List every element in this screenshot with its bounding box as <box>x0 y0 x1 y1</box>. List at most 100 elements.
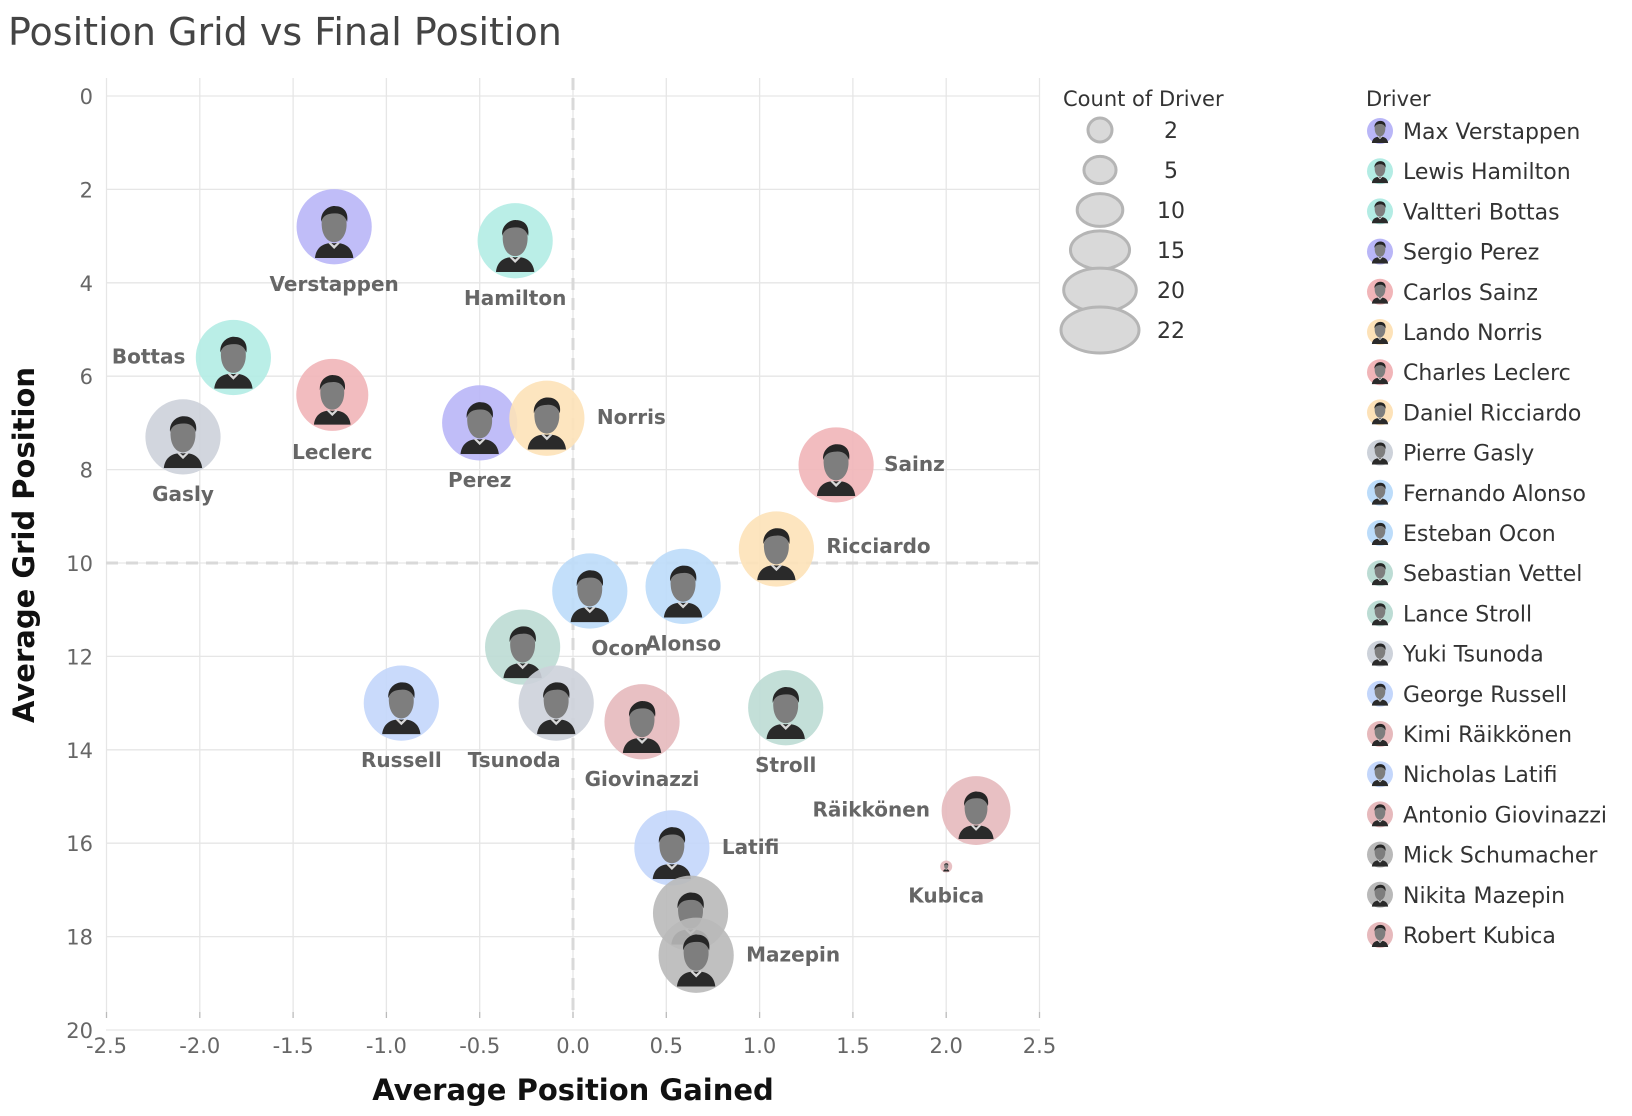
point-label: Alonso <box>645 631 721 655</box>
y-tick-label: 2 <box>80 178 93 202</box>
grid-lines <box>105 78 1041 1031</box>
point-label: Tsunoda <box>468 748 561 772</box>
driver-legend-label: Robert Kubica <box>1403 924 1556 949</box>
driver-legend-item: Esteban Ocon <box>1367 520 1556 547</box>
point-carlos-sainz <box>798 427 874 503</box>
driver-legend-item: Antonio Giovinazzi <box>1367 801 1607 828</box>
driver-legend-item: Sergio Perez <box>1367 238 1539 266</box>
driver-legend-label: Carlos Sainz <box>1403 281 1538 306</box>
driver-legend-label: Lando Norris <box>1403 321 1542 346</box>
x-tick-label: -1.0 <box>366 1034 407 1058</box>
point-label: Räikkönen <box>812 798 930 822</box>
y-tick-label: 20 <box>66 1019 93 1043</box>
driver-legend-item: Robert Kubica <box>1367 922 1556 949</box>
point-label: Verstappen <box>270 272 399 296</box>
driver-legend-label: Kimi Räikkönen <box>1403 723 1572 748</box>
point-label: Leclerc <box>292 440 372 464</box>
point-label: Norris <box>597 405 666 429</box>
point-label: Ricciardo <box>826 534 930 558</box>
driver-legend-label: Lewis Hamilton <box>1403 160 1571 185</box>
x-tick-label: 0.0 <box>556 1034 589 1058</box>
driver-legend-item: Fernando Alonso <box>1367 479 1586 507</box>
page-title: Position Grid vs Final Position <box>8 10 562 54</box>
size-legend: Count of Driver 2 5 10 15 20 22 <box>1059 87 1224 355</box>
point-label: Giovinazzi <box>585 767 700 791</box>
size-legend-label: 22 <box>1157 319 1185 344</box>
driver-legend-label: Charles Leclerc <box>1403 361 1571 386</box>
point-label: Ocon <box>591 636 648 660</box>
x-tick-label: 0.5 <box>650 1034 683 1058</box>
point-antonio-giovinazzi <box>604 684 680 760</box>
data-points <box>145 189 1011 993</box>
driver-legend-label: Fernando Alonso <box>1403 482 1586 507</box>
driver-legend-item: Valtteri Bottas <box>1367 198 1560 225</box>
y-axis-title: Average Grid Position <box>7 367 41 723</box>
point-fernando-alonso <box>645 548 721 624</box>
driver-legend-label: Sergio Perez <box>1403 241 1539 266</box>
x-tick-label: 1.0 <box>743 1034 776 1058</box>
point-label: Gasly <box>152 482 214 506</box>
point-label: Bottas <box>112 345 186 369</box>
y-tick-label: 0 <box>80 85 93 109</box>
driver-legend-item: Mick Schumacher <box>1367 841 1598 869</box>
point-label: Sainz <box>884 452 945 476</box>
size-legend-key <box>1075 192 1125 228</box>
x-tick-label: 1.5 <box>836 1034 869 1058</box>
driver-legend-label: Mick Schumacher <box>1403 844 1598 869</box>
point-sergio-perez <box>442 385 518 461</box>
driver-legend-item: Nicholas Latifi <box>1367 761 1557 788</box>
point-george-russell <box>363 665 439 741</box>
driver-legend-item: Carlos Sainz <box>1367 278 1538 306</box>
point-valtteri-bottas <box>195 319 271 396</box>
y-tick-label: 6 <box>80 365 93 389</box>
y-tick-label: 4 <box>80 272 93 296</box>
point-lewis-hamilton <box>477 203 553 279</box>
driver-legend-item: Yuki Tsunoda <box>1367 640 1544 668</box>
driver-legend-label: Daniel Ricciardo <box>1403 401 1581 426</box>
size-legend-label: 2 <box>1164 119 1178 144</box>
size-legend-key <box>1062 266 1138 314</box>
y-tick-label: 14 <box>66 739 93 763</box>
size-legend-key <box>1086 116 1114 144</box>
driver-legend-item: Lance Stroll <box>1367 600 1532 627</box>
driver-legend: Driver Max Verstappen Lewis Hamilton Valtt… <box>1366 87 1607 949</box>
x-tick-label: 2.0 <box>929 1034 962 1058</box>
point-max-verstappen <box>296 189 372 265</box>
point-charles-leclerc <box>296 358 369 431</box>
size-legend-key <box>1068 229 1132 271</box>
size-legend-label: 10 <box>1157 199 1185 224</box>
point-label: Hamilton <box>464 286 566 310</box>
point-label: Mazepin <box>746 942 840 966</box>
driver-legend-label: George Russell <box>1403 683 1567 708</box>
point-nicholas-latifi <box>634 810 710 886</box>
point-lance-stroll <box>748 670 824 746</box>
driver-legend-item: Nikita Mazepin <box>1367 881 1565 909</box>
driver-legend-label: Nicholas Latifi <box>1403 763 1557 788</box>
point-sebastian-vettel <box>485 609 561 685</box>
point-daniel-ricciardo <box>738 511 814 587</box>
point-label: Stroll <box>755 753 816 777</box>
point-yuki-tsunoda <box>518 665 594 741</box>
axis-ticks: -2.5 -2.0 -1.5 -1.0 -0.5 0.0 0.5 1.0 1.5 2.0 2.5 0 2… <box>66 85 1056 1058</box>
driver-legend-item: Sebastian Vettel <box>1367 560 1582 587</box>
x-tick-label: -2.5 <box>86 1034 127 1058</box>
driver-legend-item: Daniel Ricciardo <box>1367 399 1581 426</box>
point-lando-norris <box>509 380 585 456</box>
driver-legend-title: Driver <box>1366 87 1431 111</box>
y-tick-label: 16 <box>66 832 93 856</box>
driver-legend-label: Max Verstappen <box>1403 120 1580 145</box>
size-legend-key <box>1082 154 1118 186</box>
size-legend-key <box>1059 305 1141 355</box>
driver-legend-label: Valtteri Bottas <box>1403 200 1560 225</box>
x-tick-label: -0.5 <box>459 1034 500 1058</box>
driver-legend-label: Pierre Gasly <box>1403 442 1534 467</box>
y-tick-label: 12 <box>66 645 93 669</box>
point-pierre-gasly <box>145 399 221 475</box>
x-tick-label: -2.0 <box>179 1034 220 1058</box>
driver-legend-item: Lando Norris <box>1367 319 1542 346</box>
x-axis-title: Average Position Gained <box>372 1073 774 1107</box>
point-labels: Verstappen Hamilton Bottas Perez Sainz Norris… <box>112 272 984 967</box>
point-label: Perez <box>448 468 511 492</box>
driver-legend-label: Esteban Ocon <box>1403 522 1556 547</box>
x-tick-label: -1.5 <box>273 1034 314 1058</box>
